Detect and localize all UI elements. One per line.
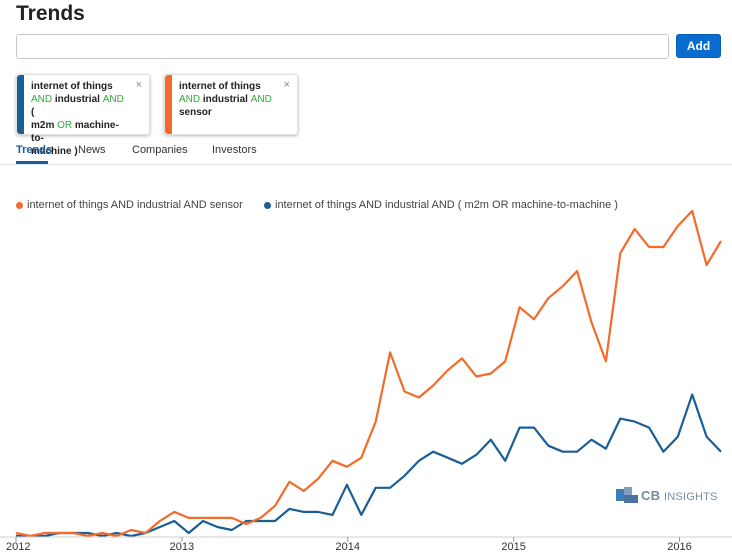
chip-term: internet of things [31,81,113,92]
add-button[interactable]: Add [676,34,721,58]
chip-query-text: internet of things AND industrial AND sens… [179,80,277,119]
chip-term: industrial [200,94,251,105]
cb-insights-watermark: CB INSIGHTS [616,487,718,503]
legend-item-m2m[interactable]: internet of things AND industrial AND ( … [264,199,618,211]
chip-operator: AND [250,94,272,105]
chip-term: industrial [52,94,103,105]
chip-query-line: AND industrial AND [179,93,277,106]
page-title: Trends [16,2,85,25]
x-tick-label: 2013 [170,541,194,553]
chip-operator: OR [57,120,73,131]
chip-query-text: internet of things AND industrial AND (m2… [31,80,129,158]
legend-dot-m2m [264,201,271,209]
chip-operator: AND [31,94,53,105]
query-chip-sensor[interactable]: internet of things AND industrial AND sens… [164,74,298,135]
close-icon[interactable]: × [283,79,290,91]
query-chip-m2m[interactable]: internet of things AND industrial AND (m2… [16,74,150,157]
tab-companies[interactable]: Companies [132,144,188,156]
chip-term: internet of things [179,81,261,92]
chip-term: machine-to- [31,120,119,144]
cb-insights-text: CB INSIGHTS [641,487,718,503]
tab-trends[interactable]: Trends [16,144,53,156]
chip-operator: AND [179,94,201,105]
chip-query-line: sensor [179,106,277,119]
active-tab-indicator [16,161,48,164]
tab-investors[interactable]: Investors [212,144,257,156]
chip-query-line: AND industrial AND ( [31,93,129,119]
cb-insights-logo-icon [616,487,638,503]
x-tick-label: 2014 [336,541,360,553]
search-input[interactable] [16,34,669,59]
legend-label-m2m: internet of things AND industrial AND ( … [275,199,618,211]
chip-color-bar [17,75,24,134]
series-line-m2m [16,393,722,538]
chip-term: machine ) [31,146,78,157]
chip-operator: AND [102,94,124,105]
x-tick-label: 2015 [501,541,525,553]
chip-query-line: m2m OR machine-to- [31,119,129,145]
close-icon[interactable]: × [135,79,142,91]
tab-bar: Trends News Companies Investors [0,141,732,165]
x-tick-label: 2012 [6,541,30,553]
chip-term: sensor [179,107,212,118]
tab-news[interactable]: News [78,144,106,156]
series-line-sensor [15,209,722,538]
chip-query-line: internet of things [31,80,129,93]
chip-term: ( [31,107,35,118]
legend-dot-sensor [16,201,23,209]
chip-term: m2m [31,120,58,131]
x-tick-label: 2016 [667,541,691,553]
chip-color-bar [165,75,172,134]
chip-query-line: machine ) [31,145,129,158]
chip-query-line: internet of things [179,80,277,93]
legend-item-sensor[interactable]: internet of things AND industrial AND se… [16,199,243,211]
legend-label-sensor: internet of things AND industrial AND se… [27,199,243,211]
